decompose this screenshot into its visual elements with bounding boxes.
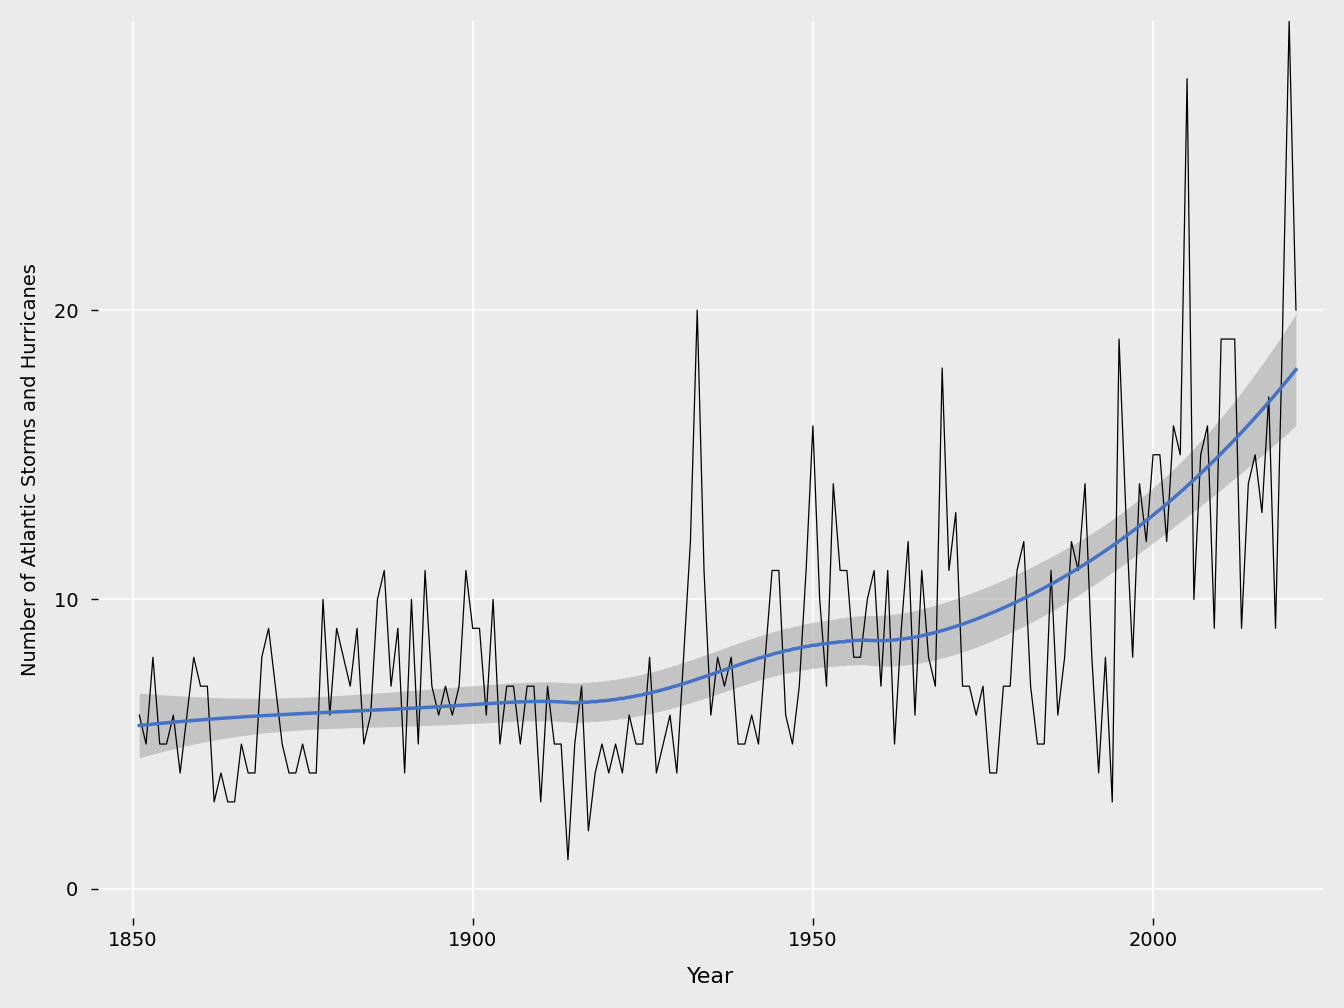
X-axis label: Year: Year bbox=[687, 967, 734, 987]
Y-axis label: Number of Atlantic Storms and Hurricanes: Number of Atlantic Storms and Hurricanes bbox=[22, 263, 40, 675]
